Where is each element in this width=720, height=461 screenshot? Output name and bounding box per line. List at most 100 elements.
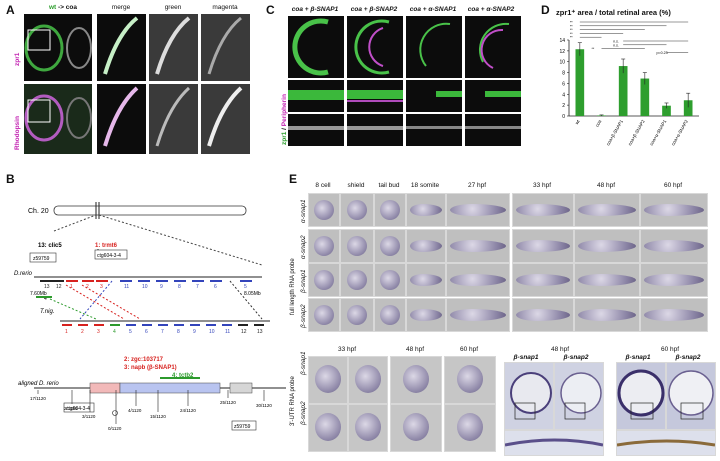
panel-d-title: zpr1⁺ area / total retinal area (%) (556, 8, 671, 17)
row-rhodopsin: Rhodopsin (14, 116, 21, 150)
embryo-image (574, 298, 640, 332)
embryo-head-image (348, 404, 388, 452)
panel-c-gray-4 (465, 114, 521, 146)
x-tick-label: coa+α-SNAP2 (670, 119, 689, 147)
embryo (347, 236, 367, 256)
embryo-head (315, 365, 341, 393)
y-tick-label: 4 (562, 92, 565, 98)
gene-number: 1 (70, 284, 73, 290)
wt-label: wt (48, 4, 57, 11)
x-tick-label: wt (574, 118, 581, 125)
panel-c-image-2 (347, 16, 403, 78)
y-tick-label: 0 (562, 114, 565, 120)
recomb-label: 25/1120 (220, 400, 236, 405)
col-coa-bsnap1: coa + β-SNAP1 (291, 6, 339, 13)
embryo-head (315, 413, 341, 441)
stage-header-bottom: 60 hpf (459, 346, 479, 353)
tnig-gene-number: 9 (193, 329, 196, 335)
embryo (347, 305, 367, 325)
bar (683, 100, 693, 116)
gene-number: 7 (196, 284, 199, 290)
embryo-head (457, 365, 483, 393)
gene-tctb2: 4: tctb2 (172, 373, 194, 379)
tnig-gene-number: 11 (225, 329, 230, 335)
panel-c-label: C (266, 3, 275, 17)
embryo-image (574, 229, 640, 263)
embryo-image (574, 263, 640, 297)
panel-a-merge-1 (97, 14, 146, 81)
tnig-gene-number: 5 (129, 329, 132, 335)
embryo (578, 309, 636, 321)
aligned-block-red (89, 382, 121, 394)
recomb-label: 4/1120 (128, 408, 142, 413)
gene-number: 2 (86, 284, 89, 290)
sig-label: ** (570, 36, 573, 40)
gene-number: 6 (214, 284, 217, 290)
embryo (644, 309, 704, 321)
embryo-image (406, 193, 446, 227)
embryo (450, 240, 506, 252)
pos-right: 8.05Mb (244, 291, 261, 297)
section-48-title: 48 hpf (550, 346, 570, 353)
probe-row-label: α-snap2 (300, 235, 307, 259)
col-coa-bsnap2: coa + β-SNAP2 (350, 6, 398, 13)
x-tick-label: coa (594, 119, 602, 128)
panel-a-green-2 (149, 84, 198, 154)
y-tick-label: 6 (562, 81, 565, 87)
embryo (644, 204, 704, 216)
gene-number: 3 (100, 284, 103, 290)
y-tick-label: 12 (559, 49, 565, 55)
recomb-marker (112, 410, 118, 416)
panel-a-magenta-1 (201, 14, 250, 81)
probe-row-label: α-snap1 (300, 199, 307, 223)
embryo-image (340, 298, 374, 332)
embryo-image (512, 298, 574, 332)
bar (640, 78, 650, 116)
tnig-gene-number: 1 (65, 329, 68, 335)
panel-c-side-label: zpr1 / Peripherin (281, 94, 288, 145)
panel-e-side-bottom: 3'-UTR RNA probe (290, 376, 296, 426)
arrow-label: -> (56, 4, 66, 11)
stage-header: 18 somite (410, 182, 440, 189)
probe-row-label: β-snap1 (300, 269, 307, 293)
stage-header-bottom: 48 hpf (405, 346, 425, 353)
embryo-head (355, 365, 381, 393)
embryo (644, 240, 704, 252)
embryo (516, 274, 570, 286)
embryo (380, 305, 400, 325)
sig-label: p=0.23 (657, 51, 668, 55)
aligned-block-gray (229, 382, 253, 394)
panel-c-gray-1 (288, 114, 344, 146)
embryo (578, 204, 636, 216)
panel-b-genomic-map: Ch. 20 13: clic5 1: trmt6 z59759 ctg604-… (14, 202, 286, 431)
embryo-image (512, 193, 574, 227)
panel-c-image-1 (288, 16, 344, 78)
tnig-gene-number: 8 (177, 329, 180, 335)
pos-left: 7.60Mb (30, 291, 47, 297)
retina-image (24, 24, 92, 72)
embryo-image (446, 298, 510, 332)
stage-header: 48 hpf (596, 182, 616, 189)
recomb-label: 0/1120 (108, 426, 122, 431)
sig-label: ** (592, 47, 595, 51)
panel-a-magenta-2 (201, 84, 250, 154)
recomb-label: 3/1120 (82, 414, 96, 419)
embryo-head-image (308, 356, 348, 404)
coa-label: coa (65, 4, 77, 11)
embryo-image (374, 193, 406, 227)
mid-number: 4 (44, 296, 47, 302)
embryo-image (512, 263, 574, 297)
gene-number: 8 (178, 284, 181, 290)
aligned-label: aligned D. rerio (18, 381, 59, 387)
embryo-head-image (444, 356, 496, 404)
row-zpr1: zpr1 (14, 52, 21, 66)
panel-a-wt-zpr1-image (24, 14, 92, 81)
panel-e-bottom-row-1: β-snap1 (300, 351, 307, 375)
embryo (380, 200, 400, 220)
gene-trmt6: 1: trmt6 (95, 243, 118, 249)
panel-c-gray-3 (406, 114, 462, 146)
embryo-head-image (348, 356, 388, 404)
bar (575, 49, 585, 116)
bar (662, 105, 671, 116)
embryo-head (457, 413, 483, 441)
